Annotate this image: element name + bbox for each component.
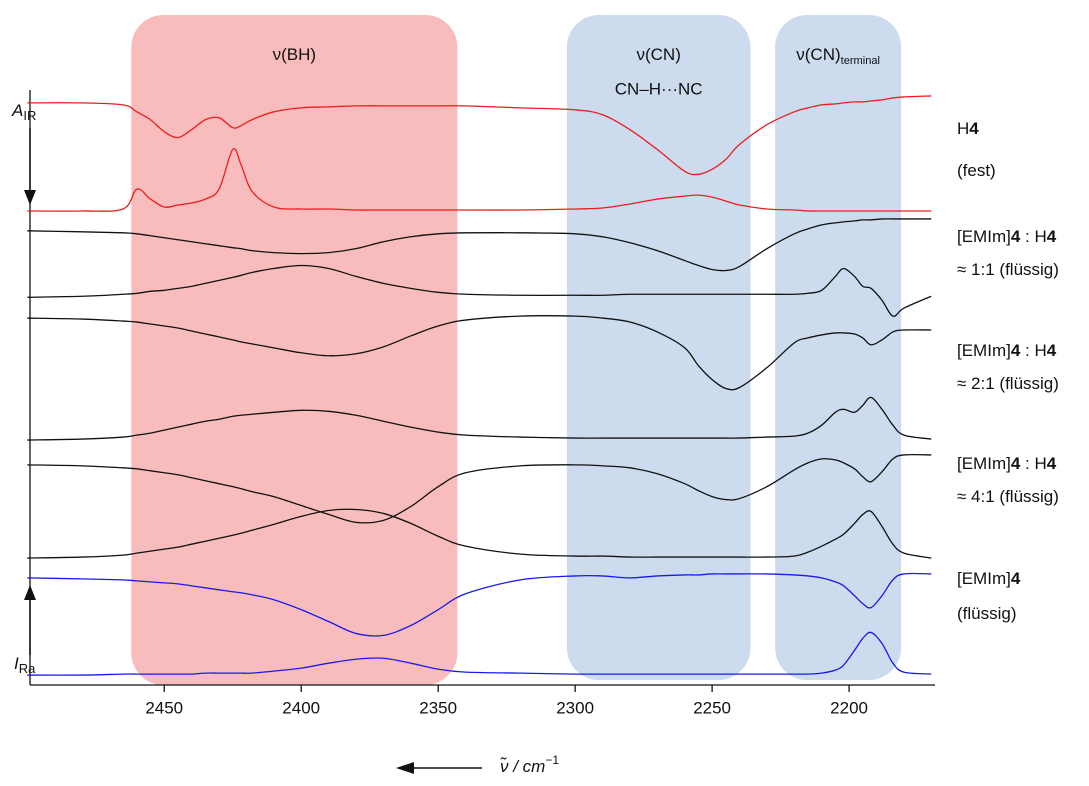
x-tick-label: 2300 — [556, 698, 594, 717]
label-part: 4 — [1011, 227, 1021, 246]
label-part: (fest) — [957, 161, 996, 180]
label-part: 4 — [1011, 569, 1021, 588]
label-part: A — [11, 101, 23, 120]
spectrum — [27, 396, 932, 441]
label-part: (flüssig) — [957, 604, 1017, 623]
label: ν(BH) — [273, 45, 316, 64]
label-part: ≈ 1:1 (flüssig) — [957, 260, 1059, 279]
regions — [131, 15, 902, 685]
spectrum — [27, 264, 932, 317]
label-part: −1 — [545, 753, 559, 767]
label-part: terminal — [841, 55, 880, 67]
label-part: Ra — [19, 661, 36, 676]
x-tick-label: 2200 — [830, 698, 868, 717]
arrowhead — [24, 585, 36, 600]
label-part: 4 — [1047, 341, 1057, 360]
region — [566, 15, 751, 680]
spectrum — [27, 631, 932, 676]
label-part: [EMIm] — [957, 454, 1011, 473]
spectrum — [27, 95, 932, 176]
arrowhead — [24, 190, 36, 205]
label-part: 4 — [1047, 227, 1057, 246]
label-part: ν̃ / cm — [500, 756, 546, 776]
x-tick-label: 2350 — [419, 698, 457, 717]
label-part: H — [957, 119, 969, 138]
spectrum — [27, 315, 932, 391]
label-part: 4 — [1011, 341, 1021, 360]
label-part: ν(CN) — [636, 45, 680, 64]
label: H4 — [957, 119, 979, 138]
region — [775, 15, 902, 680]
label: ≈ 4:1 (flüssig) — [957, 487, 1059, 506]
arrowhead — [396, 762, 414, 774]
label: (fest) — [957, 161, 996, 180]
region — [131, 15, 458, 685]
label-part: 4 — [969, 119, 979, 138]
label: [EMIm]4 : H4 — [957, 227, 1057, 246]
label-part: [EMIm] — [957, 569, 1011, 588]
label-part: [EMIm] — [957, 227, 1011, 246]
label-part: 4 — [1011, 454, 1021, 473]
label-part: ν(CN) — [796, 45, 840, 64]
spectrum — [27, 453, 932, 524]
x-axis-label: ν̃ / cm−1 — [500, 753, 560, 776]
spectrum — [27, 572, 932, 637]
label-part: [EMIm] — [957, 341, 1011, 360]
y-axis-label: AIR — [11, 101, 36, 123]
y-axis-label: IRa — [14, 654, 36, 676]
label-part: ≈ 2:1 (flüssig) — [957, 374, 1059, 393]
label: ν(CN) — [636, 45, 680, 64]
spectrum — [27, 148, 932, 212]
x-tick-label: 2400 — [282, 698, 320, 717]
x-tick-label: 2250 — [693, 698, 731, 717]
label-part: ≈ 4:1 (flüssig) — [957, 487, 1059, 506]
x-tick-label: 2450 — [145, 698, 183, 717]
label-part: : H — [1020, 454, 1046, 473]
label: (flüssig) — [957, 604, 1017, 623]
region-label: CN–H···NC — [615, 79, 703, 98]
spectrum — [27, 218, 932, 272]
label: [EMIm]4 : H4 — [957, 341, 1057, 360]
label-part: : H — [1020, 341, 1046, 360]
label-part: IR — [23, 108, 36, 123]
spectrum — [27, 508, 932, 559]
label-part: ν(BH) — [273, 45, 316, 64]
label-part: : H — [1020, 227, 1046, 246]
label-part: I — [14, 654, 19, 673]
label-part: 4 — [1047, 454, 1057, 473]
label: ≈ 2:1 (flüssig) — [957, 374, 1059, 393]
label: [EMIm]4 : H4 — [957, 454, 1057, 473]
label: ν(CN)terminal — [796, 45, 880, 66]
label: ≈ 1:1 (flüssig) — [957, 260, 1059, 279]
label: [EMIm]4 — [957, 569, 1021, 588]
